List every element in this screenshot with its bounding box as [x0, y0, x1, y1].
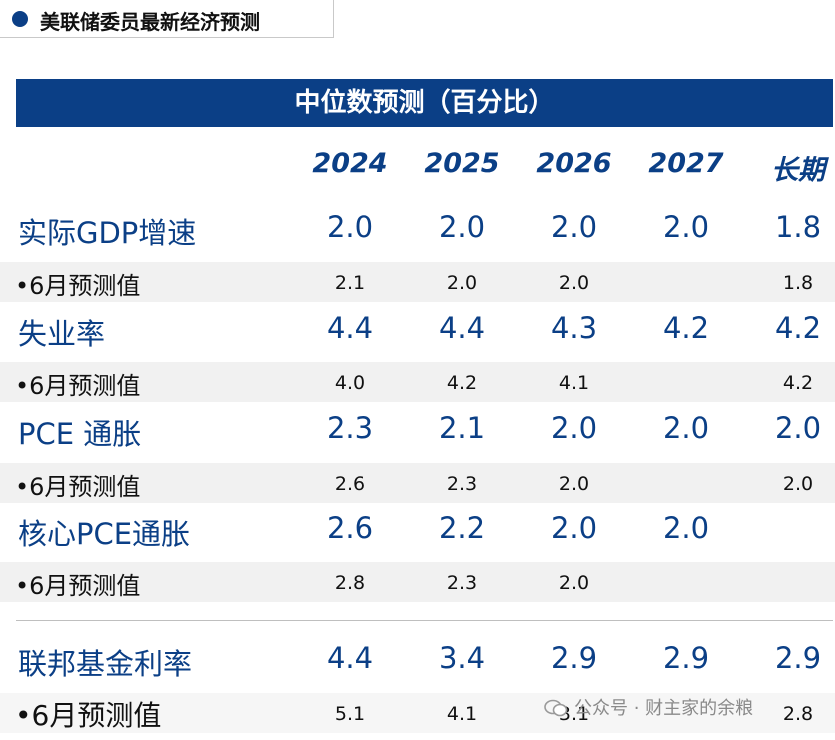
cell-value: 4.0: [334, 372, 366, 394]
row-label: PCE 通胀: [18, 417, 142, 451]
table-row: •6月预测值 2.6 2.3 2.0 2.0: [0, 463, 835, 503]
title-box: 美联储委员最新经济预测: [0, 0, 334, 38]
page-title: 美联储委员最新经济预测: [40, 10, 260, 34]
table-row: •6月预测值 5.1 4.1 3.1 2.8: [0, 693, 835, 733]
row-label: •6月预测值: [15, 473, 141, 501]
column-header-2025: 2025: [424, 148, 500, 179]
cell-value: 2.0: [662, 411, 710, 445]
cell-value: 4.4: [326, 641, 374, 675]
cell-value: 2.0: [782, 473, 814, 495]
watermark: 公众号 · 财主家的余粮: [544, 694, 753, 720]
cell-value: 4.4: [326, 311, 374, 345]
cell-value: 2.0: [774, 411, 822, 445]
cell-value: 2.9: [662, 641, 710, 675]
cell-value: 2.8: [334, 572, 366, 594]
table-row: 联邦基金利率 4.4 3.4 2.9 2.9 2.9: [0, 641, 835, 685]
cell-value: 2.3: [326, 411, 374, 445]
cell-value: 4.1: [446, 703, 478, 725]
cell-value: 4.2: [782, 372, 814, 394]
row-label: 失业率: [18, 317, 106, 351]
cell-value: 2.0: [662, 210, 710, 244]
cell-value: 2.0: [326, 210, 374, 244]
cell-value: 4.2: [662, 311, 710, 345]
column-headers: 2024 2025 2026 2027 长期: [0, 148, 835, 192]
cell-value: 2.0: [662, 511, 710, 545]
row-label: 核心PCE通胀: [18, 517, 191, 551]
row-label: •6月预测值: [15, 572, 141, 600]
cell-value: 1.8: [782, 272, 814, 294]
column-header-2027: 2027: [648, 148, 724, 179]
row-label: 联邦基金利率: [18, 647, 193, 681]
table-row: •6月预测值 2.8 2.3 2.0: [0, 562, 835, 602]
table-header: 中位数预测（百分比）: [16, 79, 833, 127]
column-header-long-run: 长期: [771, 155, 825, 186]
cell-value: 2.6: [334, 473, 366, 495]
section-divider: [16, 620, 833, 621]
table-row: PCE 通胀 2.3 2.1 2.0 2.0 2.0: [0, 411, 835, 455]
cell-value: 2.0: [550, 210, 598, 244]
cell-value: 2.8: [782, 703, 814, 725]
wechat-icon: [544, 699, 568, 717]
cell-value: 4.2: [774, 311, 822, 345]
row-label: •6月预测值: [15, 272, 141, 300]
cell-value: 2.0: [446, 272, 478, 294]
cell-value: 2.3: [446, 572, 478, 594]
column-header-2024: 2024: [312, 148, 388, 179]
cell-value: 2.6: [326, 511, 374, 545]
cell-value: 4.2: [446, 372, 478, 394]
cell-value: 4.4: [438, 311, 486, 345]
table-row: 核心PCE通胀 2.6 2.2 2.0 2.0: [0, 511, 835, 555]
row-label: •6月预测值: [15, 372, 141, 400]
cell-value: 2.9: [550, 641, 598, 675]
bullet-dot-icon: [12, 11, 28, 27]
cell-value: 2.2: [438, 511, 486, 545]
cell-value: 2.0: [438, 210, 486, 244]
cell-value: 2.0: [550, 411, 598, 445]
cell-value: 2.3: [446, 473, 478, 495]
cell-value: 4.1: [558, 372, 590, 394]
cell-value: 1.8: [774, 210, 822, 244]
row-label: •6月预测值: [15, 699, 162, 732]
cell-value: 2.0: [558, 572, 590, 594]
row-label: 实际GDP增速: [18, 216, 197, 250]
cell-value: 2.1: [334, 272, 366, 294]
cell-value: 2.0: [550, 511, 598, 545]
column-header-2026: 2026: [536, 148, 612, 179]
cell-value: 5.1: [334, 703, 366, 725]
cell-value: 3.4: [438, 641, 486, 675]
cell-value: 2.1: [438, 411, 486, 445]
table-row: 实际GDP增速 2.0 2.0 2.0 2.0 1.8: [0, 210, 835, 254]
cell-value: 2.0: [558, 272, 590, 294]
watermark-text: 公众号 · 财主家的余粮: [574, 698, 754, 719]
table-row: 失业率 4.4 4.4 4.3 4.2 4.2: [0, 311, 835, 355]
cell-value: 4.3: [550, 311, 598, 345]
table-row: •6月预测值 4.0 4.2 4.1 4.2: [0, 362, 835, 402]
table-row: •6月预测值 2.1 2.0 2.0 1.8: [0, 262, 835, 302]
cell-value: 2.0: [558, 473, 590, 495]
cell-value: 2.9: [774, 641, 822, 675]
